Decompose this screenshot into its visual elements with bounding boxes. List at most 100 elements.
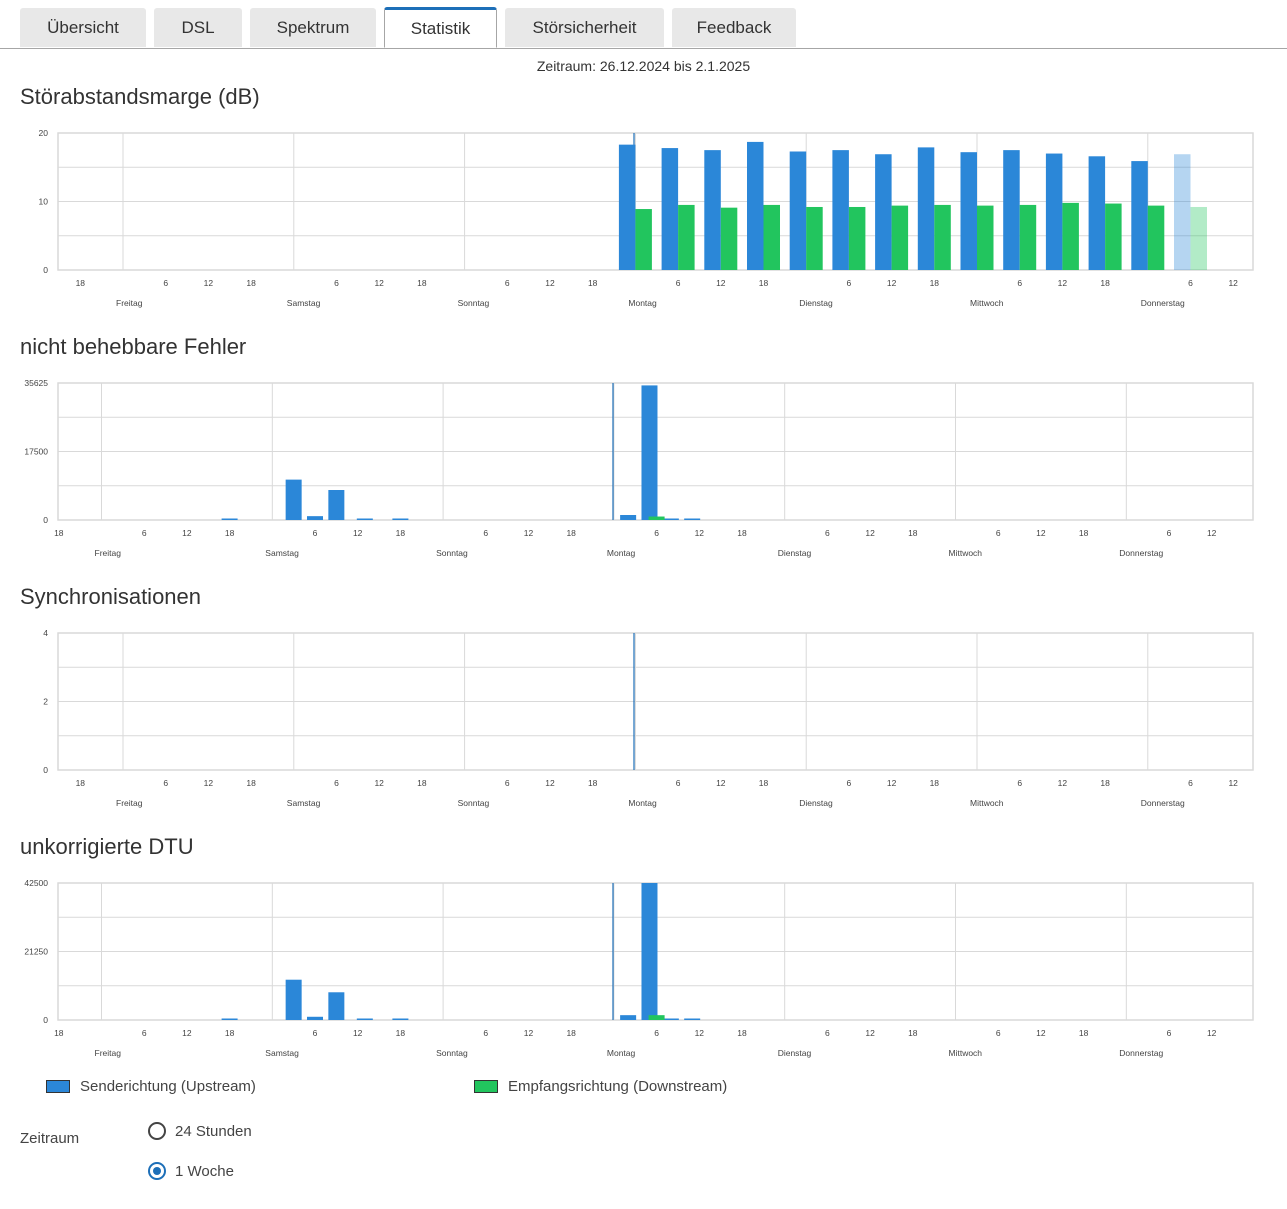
x-hour-tick-label: 12 <box>182 1028 192 1038</box>
x-day-label: Freitag <box>116 798 143 808</box>
x-hour-tick-label: 18 <box>54 1028 64 1038</box>
bar-downstream <box>1190 206 1207 270</box>
x-hour-tick-label: 6 <box>996 1028 1001 1038</box>
x-hour-tick-label: 6 <box>654 1028 659 1038</box>
x-hour-tick-label: 12 <box>374 778 384 788</box>
bar-upstream <box>221 1018 238 1020</box>
x-hour-tick-label: 6 <box>676 278 681 288</box>
bar-upstream <box>832 150 849 270</box>
x-hour-tick-label: 18 <box>1079 528 1089 538</box>
x-hour-tick-label: 18 <box>54 528 64 538</box>
y-tick-label: 0 <box>43 515 48 525</box>
x-day-label: Mittwoch <box>970 298 1004 308</box>
x-hour-tick-label: 6 <box>163 778 168 788</box>
x-hour-tick-label: 6 <box>825 528 830 538</box>
snr-margin-chart: 0 10 20 18 6 12 18 6 12 18 6 12 18 6 12 18 6 12 18 6 12 18 6 12… <box>39 128 1254 308</box>
bar-upstream <box>620 515 637 520</box>
x-hour-tick-label: 6 <box>313 528 318 538</box>
bar-upstream <box>661 148 679 270</box>
chart-title-uncorrectable-errors: nicht behebbare Fehler <box>20 334 247 359</box>
x-day-label: Freitag <box>95 548 122 558</box>
radio-24-stunden[interactable]: 24 Stunden <box>148 1122 252 1140</box>
x-hour-tick-label: 6 <box>1017 778 1022 788</box>
x-hour-tick-label: 12 <box>695 528 705 538</box>
x-hour-tick-label: 12 <box>374 278 384 288</box>
bar-upstream <box>1003 150 1020 270</box>
tab-feedback[interactable]: Feedback <box>672 8 796 47</box>
x-hour-tick-label: 12 <box>1058 778 1068 788</box>
x-hour-tick-label: 6 <box>676 778 681 788</box>
bar-upstream <box>641 883 658 1020</box>
y-tick-label: 21250 <box>24 947 48 957</box>
x-day-label: Dienstag <box>799 298 833 308</box>
bar-upstream <box>285 979 302 1020</box>
bar-upstream <box>662 518 679 520</box>
bar-downstream <box>648 516 665 520</box>
legend-swatch-upstream <box>46 1080 70 1093</box>
x-hour-tick-label: 6 <box>1188 778 1193 788</box>
tab-spektrum[interactable]: Spektrum <box>250 8 376 47</box>
x-hour-tick-label: 6 <box>142 1028 147 1038</box>
x-hour-tick-label: 12 <box>353 528 363 538</box>
bar-upstream <box>789 151 807 270</box>
x-hour-tick-label: 18 <box>566 528 576 538</box>
radio-1-woche[interactable]: 1 Woche <box>148 1162 234 1180</box>
x-hour-tick-label: 18 <box>588 778 598 788</box>
bar-downstream <box>763 204 780 270</box>
tab-dsl[interactable]: DSL <box>154 8 242 47</box>
bar-upstream <box>328 490 345 520</box>
x-hour-tick-label: 18 <box>1100 278 1110 288</box>
x-day-label: Mittwoch <box>949 548 983 558</box>
x-hour-tick-label: 18 <box>1079 1028 1089 1038</box>
x-day-label: Montag <box>607 548 636 558</box>
x-hour-tick-label: 18 <box>225 1028 235 1038</box>
tab-statistik[interactable]: Statistik <box>384 7 497 48</box>
tab-stoersicherheit[interactable]: Störsicherheit <box>505 8 664 47</box>
x-day-label: Sonntag <box>458 298 490 308</box>
x-hour-tick-label: 6 <box>142 528 147 538</box>
x-hour-tick-label: 18 <box>930 778 940 788</box>
x-hour-tick-label: 18 <box>737 528 747 538</box>
bar-downstream <box>1105 203 1122 270</box>
x-day-label: Mittwoch <box>970 798 1004 808</box>
bar-upstream <box>684 1018 701 1020</box>
y-tick-label: 0 <box>43 265 48 275</box>
bar-upstream <box>662 1018 679 1020</box>
tab-uebersicht[interactable]: Übersicht <box>20 8 146 47</box>
tab-bar: Übersicht DSL Spektrum Statistik Störsic… <box>0 0 1287 49</box>
x-hour-tick-label: 6 <box>1017 278 1022 288</box>
x-hour-tick-label: 12 <box>865 528 875 538</box>
bar-upstream <box>917 147 935 270</box>
x-hour-tick-label: 12 <box>865 1028 875 1038</box>
x-hour-tick-label: 12 <box>1058 278 1068 288</box>
chart-title-synchronizations: Synchronisationen <box>20 584 202 609</box>
bar-upstream <box>704 150 721 270</box>
x-hour-tick-label: 6 <box>483 528 488 538</box>
x-hour-tick-label: 12 <box>1207 528 1217 538</box>
synchronizations-chart: 0 2 4 18 6 12 18 6 12 18 6 12 18 6 12 18 6 12 18 6 12 18 6 12 Fr… <box>43 628 1254 808</box>
x-hour-tick-label: 6 <box>825 1028 830 1038</box>
x-day-label: Sonntag <box>458 798 490 808</box>
y-tick-label: 42500 <box>24 878 48 888</box>
bar-downstream <box>891 205 909 270</box>
bar-downstream <box>934 204 951 270</box>
x-hour-tick-label: 12 <box>716 778 726 788</box>
bar-upstream <box>618 144 636 270</box>
x-day-label: Freitag <box>95 1048 122 1058</box>
x-day-label: Dienstag <box>778 548 812 558</box>
x-hour-tick-label: 12 <box>1036 1028 1046 1038</box>
x-day-label: Donnerstag <box>1119 1048 1163 1058</box>
x-hour-tick-label: 12 <box>1228 278 1238 288</box>
x-hour-tick-label: 18 <box>1100 778 1110 788</box>
x-hour-tick-label: 12 <box>1228 778 1238 788</box>
radio-button-24-stunden[interactable] <box>148 1122 166 1140</box>
legend-label-upstream: Senderichtung (Upstream) <box>80 1078 256 1095</box>
x-hour-tick-label: 18 <box>566 1028 576 1038</box>
x-day-label: Samstag <box>287 298 321 308</box>
bar-downstream <box>1147 205 1165 270</box>
uncorrectable-errors-chart: 0 17500 35625 18 6 12 18 6 12 18 6 12 18 6 12 18 6 12 18 6 1… <box>24 378 1254 558</box>
bar-downstream <box>977 205 994 270</box>
x-hour-tick-label: 18 <box>396 528 406 538</box>
x-day-label: Donnerstag <box>1141 798 1185 808</box>
radio-button-1-woche[interactable] <box>148 1162 166 1180</box>
